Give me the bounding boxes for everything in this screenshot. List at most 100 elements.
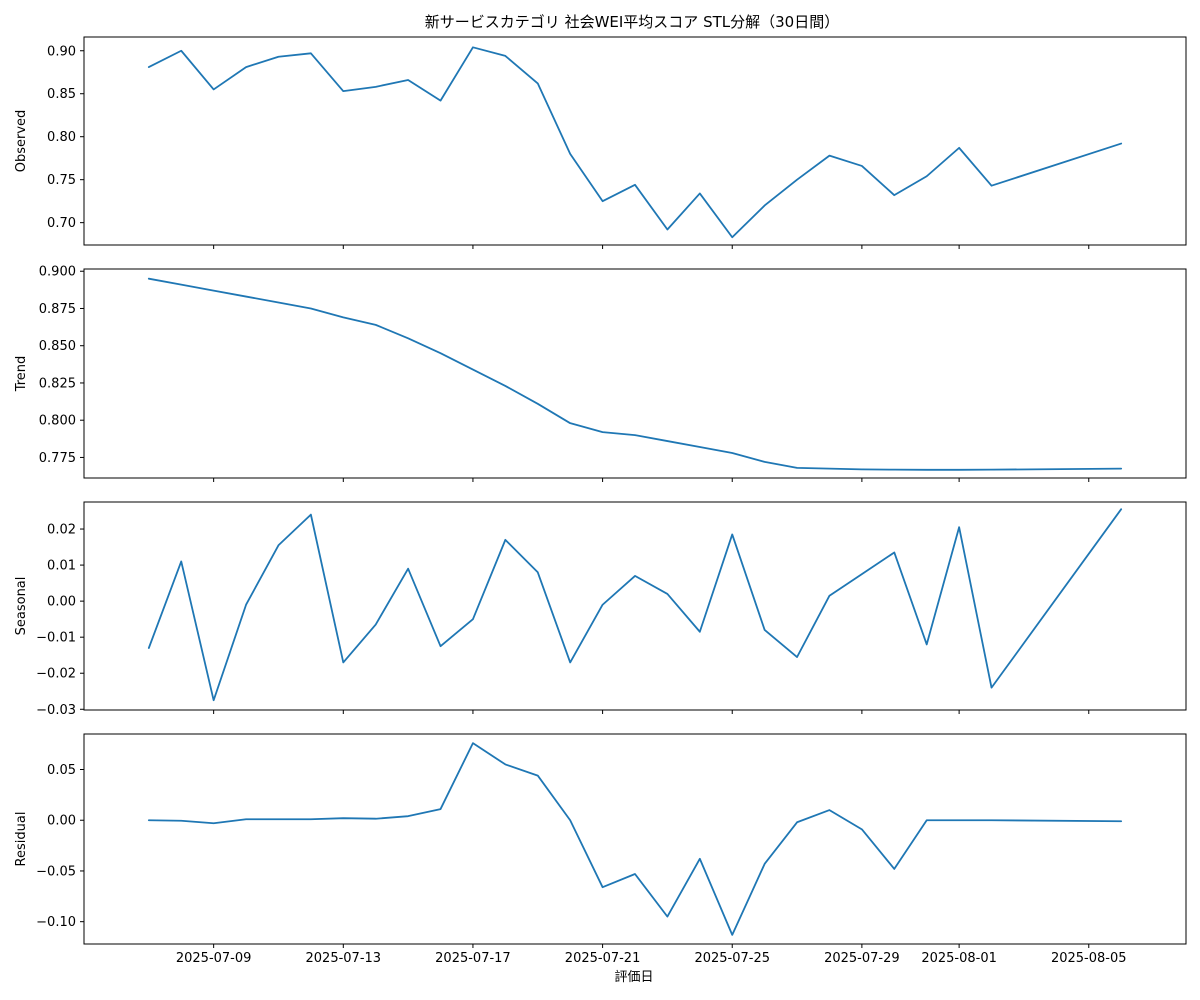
seasonal-data-point	[730, 532, 734, 536]
trend-data-point	[1119, 467, 1123, 471]
residual-y-tick-label: −0.05	[36, 864, 76, 879]
trend-data-point	[568, 421, 572, 425]
residual-data-point	[601, 885, 605, 889]
seasonal-data-point	[374, 623, 378, 627]
trend-data-point	[892, 468, 896, 472]
observed-data-point	[406, 78, 410, 82]
residual-axes-frame	[83, 733, 1187, 945]
trend-data-point	[374, 323, 378, 327]
seasonal-data-point	[276, 543, 280, 547]
seasonal-data-point	[406, 567, 410, 571]
residual-data-point	[374, 817, 378, 821]
seasonal-data-point	[341, 660, 345, 664]
seasonal-data-point	[698, 630, 702, 634]
trend-data-point	[179, 283, 183, 287]
seasonal-y-tick-label: 0.00	[47, 595, 76, 610]
observed-data-point	[795, 178, 799, 182]
trend-data-point	[601, 430, 605, 434]
residual-data-point	[1119, 819, 1123, 823]
observed-data-point	[827, 154, 831, 158]
observed-data-point	[763, 203, 767, 207]
residual-data-point	[730, 933, 734, 937]
observed-series-line	[147, 46, 1123, 239]
seasonal-data-point	[179, 559, 183, 563]
observed-data-point	[698, 191, 702, 195]
seasonal-y-tick-label: 0.01	[47, 559, 76, 574]
trend-data-point	[698, 445, 702, 449]
residual-panel: −0.10 −0.05 0.00 0.05 2025-07-09 2025-07-13 20…	[14, 733, 1187, 966]
trend-series-line	[147, 277, 1123, 471]
observed-data-point	[471, 45, 475, 49]
residual-data-point	[276, 817, 280, 821]
observed-data-point	[244, 65, 248, 69]
residual-data-point	[471, 741, 475, 745]
trend-data-point	[276, 301, 280, 305]
residual-data-point	[244, 817, 248, 821]
observed-data-point	[957, 146, 961, 150]
seasonal-data-point	[860, 572, 864, 576]
observed-data-point	[990, 184, 994, 188]
observed-data-point	[341, 89, 345, 93]
seasonal-data-point	[1119, 507, 1123, 511]
residual-data-point	[957, 818, 961, 822]
observed-data-point	[1119, 142, 1123, 146]
trend-data-point	[309, 306, 313, 310]
seasonal-data-point	[665, 592, 669, 596]
residual-data-point	[698, 857, 702, 861]
seasonal-axes-frame	[83, 501, 1187, 711]
trend-data-point	[633, 433, 637, 437]
observed-data-point	[374, 85, 378, 89]
trend-data-point	[827, 467, 831, 471]
residual-data-point	[439, 807, 443, 811]
observed-data-point	[860, 164, 864, 168]
panels-group: 0.700.750.800.850.90Observed0.7750.8000.…	[14, 36, 1187, 966]
observed-data-point	[147, 65, 151, 69]
trend-data-point	[406, 336, 410, 340]
residual-y-axis-label: Residual	[14, 812, 29, 867]
seasonal-data-point	[568, 660, 572, 664]
trend-data-point	[730, 451, 734, 455]
seasonal-y-tick-label: −0.03	[36, 703, 76, 718]
observed-panel: 0.70 0.75 0.80 0.85 0.90 Observed	[14, 36, 1187, 249]
seasonal-data-point	[439, 644, 443, 648]
seasonal-data-point	[763, 628, 767, 632]
observed-data-point	[439, 99, 443, 103]
residual-data-point	[860, 827, 864, 831]
residual-data-point	[536, 774, 540, 778]
x-axis-label: 評価日	[614, 970, 653, 985]
observed-data-point	[633, 183, 637, 187]
residual-data-point	[665, 915, 669, 919]
observed-data-point	[665, 228, 669, 232]
trend-y-tick-label: 0.775	[39, 451, 76, 466]
seasonal-data-point	[212, 698, 216, 702]
observed-data-point	[925, 174, 929, 178]
observed-y-axis-label: Observed	[14, 110, 29, 173]
trend-y-tick-label: 0.850	[39, 339, 76, 354]
observed-data-point	[892, 193, 896, 197]
residual-data-point	[827, 808, 831, 812]
x-tick-label: 2025-07-29	[824, 951, 900, 966]
seasonal-data-point	[147, 646, 151, 650]
residual-y-tick-label: 0.05	[47, 763, 76, 778]
trend-data-point	[925, 468, 929, 472]
seasonal-data-point	[990, 686, 994, 690]
seasonal-panel: −0.03 −0.02 −0.01 0.00 0.01 0.02 Seasonal	[14, 501, 1187, 718]
residual-data-point	[406, 814, 410, 818]
trend-data-point	[860, 467, 864, 471]
chart-title: 新サービスカテゴリ 社会WEI平均スコア STL分解（30日間）	[425, 13, 839, 31]
seasonal-y-tick-label: 0.02	[47, 523, 76, 538]
observed-data-point	[536, 81, 540, 85]
residual-y-tick-label: −0.10	[36, 915, 76, 930]
trend-y-tick-label: 0.900	[39, 265, 76, 280]
seasonal-data-point	[471, 617, 475, 621]
seasonal-data-point	[827, 594, 831, 598]
trend-data-point	[536, 402, 540, 406]
observed-y-tick-label: 0.90	[47, 44, 76, 59]
seasonal-data-point	[244, 603, 248, 607]
trend-data-point	[957, 468, 961, 472]
residual-data-point	[795, 820, 799, 824]
observed-y-tick-label: 0.80	[47, 130, 76, 145]
observed-axes-frame	[83, 36, 1187, 246]
observed-data-point	[309, 51, 313, 55]
observed-data-point	[601, 199, 605, 203]
